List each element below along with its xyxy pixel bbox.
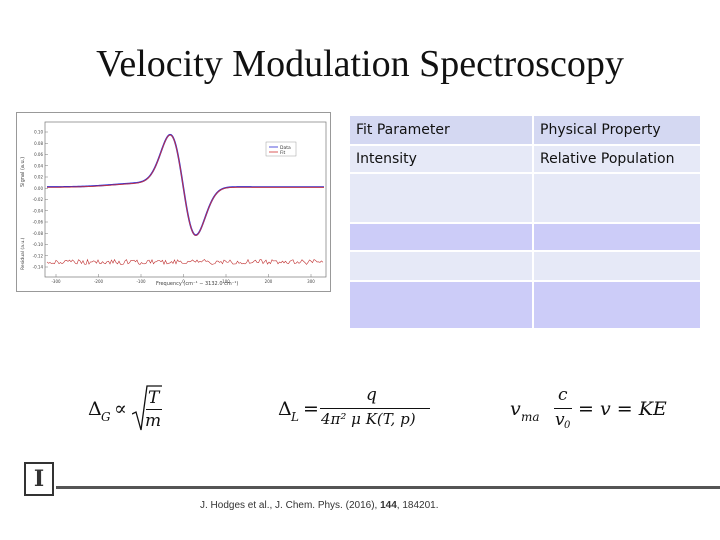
table-cell xyxy=(348,222,534,252)
y-tick-label: -0.10 xyxy=(33,242,44,247)
citation-pages: , 184201. xyxy=(396,500,439,511)
eq-delta: Δ xyxy=(88,398,102,420)
eq-denominator-subscript: 0 xyxy=(564,420,571,431)
y-tick-label: 0.04 xyxy=(34,163,43,168)
table-cell xyxy=(348,172,534,224)
legend-entry-data: Data xyxy=(280,145,291,151)
x-tick-label: -100 xyxy=(136,279,146,284)
gaussian-width-equation: Δ G ∝ T m xyxy=(88,384,168,434)
y-tick-label: -0.08 xyxy=(33,231,44,236)
y-tick-label: -0.06 xyxy=(33,220,44,225)
x-tick-label: -300 xyxy=(51,279,61,284)
eq-delta: Δ xyxy=(278,398,292,420)
header-fit-parameter: Fit Parameter xyxy=(348,114,534,146)
table-cell xyxy=(532,222,702,252)
y-tick-label: -0.14 xyxy=(33,265,44,270)
y-axis-label: Signal (a.u.) xyxy=(20,157,26,187)
eq-numerator: q xyxy=(366,385,377,405)
table-row xyxy=(348,172,702,224)
legend: Data Fit xyxy=(265,141,297,157)
eq-denominator: m xyxy=(145,411,162,431)
equals-symbol: = xyxy=(303,398,319,420)
y-tick-label: 0.06 xyxy=(34,152,43,157)
x-tick-label: 100 xyxy=(222,279,230,284)
sqrt-symbol xyxy=(132,385,162,431)
lorentzian-width-equation: Δ L = q 4π² μ K(T, p) xyxy=(278,384,438,434)
table-row xyxy=(348,222,702,252)
fraction-bar xyxy=(146,409,162,410)
eq-denominator: 4π² μ K(T, p) xyxy=(321,410,416,428)
x-tick-label: 300 xyxy=(307,279,315,284)
x-tick-label: 200 xyxy=(265,279,273,284)
spectrum-figure: 0.10 0.08 0.06 0.04 0.02 0.00 -0.02 -0.04 -0.06 -… xyxy=(16,112,331,292)
y-tick-label: 0.08 xyxy=(34,141,43,146)
table-cell xyxy=(532,172,702,224)
eq-rest: = v = KE xyxy=(578,398,667,420)
velocity-modulation-equation: v ma c v 0 = v = KE xyxy=(510,384,680,434)
fraction-bar xyxy=(554,408,572,409)
slide-title: Velocity Modulation Spectroscopy xyxy=(96,43,624,85)
logo-letter: I xyxy=(33,466,45,492)
residual-axis-label: Residual (a.u.) xyxy=(20,237,26,270)
y-tick-label: -0.04 xyxy=(33,208,44,213)
eq-subscript: L xyxy=(291,410,299,424)
fraction-bar xyxy=(320,408,430,409)
residual-trace xyxy=(46,258,324,266)
legend-entry-fit: Fit xyxy=(280,150,286,156)
table-row xyxy=(348,250,702,282)
fit-parameter-table: Fit Parameter Physical Property Intensit… xyxy=(348,114,702,330)
citation-authors: J. Hodges et al., J. Chem. Phys. (2016), xyxy=(200,500,381,511)
y-tick-label: -0.02 xyxy=(33,197,44,202)
citation-volume: 144 xyxy=(380,500,397,511)
y-tick-label: 0.02 xyxy=(34,175,43,180)
table-row: Intensity Relative Population xyxy=(348,144,702,174)
eq-velocity: v xyxy=(510,398,521,420)
eq-subscript: G xyxy=(101,410,111,424)
x-axis-label: Frequency (cm⁻¹ − 3132.0 cm⁻¹) xyxy=(156,281,238,287)
table-cell xyxy=(532,280,702,330)
x-tick-label: -200 xyxy=(94,279,104,284)
footer-rule xyxy=(56,486,720,489)
x-tick-label: 0 xyxy=(182,279,185,284)
eq-numerator: T xyxy=(148,388,160,408)
table-cell: Relative Population xyxy=(532,144,702,174)
y-tick-label: 0.00 xyxy=(34,186,43,191)
y-tick-label: 0.10 xyxy=(34,130,43,135)
table-cell xyxy=(532,250,702,282)
header-physical-property: Physical Property xyxy=(532,114,702,146)
table-header-row: Fit Parameter Physical Property xyxy=(348,114,702,146)
table-row xyxy=(348,280,702,330)
eq-subscript: ma xyxy=(521,410,540,424)
proportional-symbol: ∝ xyxy=(114,398,127,420)
table-cell: Intensity xyxy=(348,144,534,174)
table-cell xyxy=(348,250,534,282)
university-logo: I xyxy=(24,462,54,496)
eq-denominator: v xyxy=(555,410,565,430)
fit-trace xyxy=(47,134,324,236)
citation: J. Hodges et al., J. Chem. Phys. (2016),… xyxy=(200,500,438,511)
legend-box xyxy=(265,141,297,157)
y-tick-label: -0.12 xyxy=(33,253,44,258)
table-cell xyxy=(348,280,534,330)
eq-numerator: c xyxy=(558,385,568,405)
